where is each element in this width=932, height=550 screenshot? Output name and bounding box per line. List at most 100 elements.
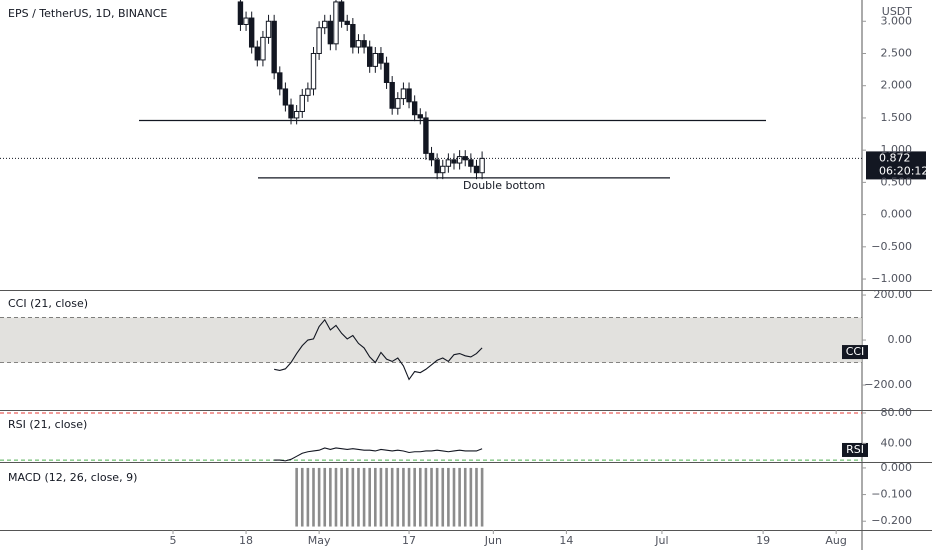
y-tick-label: 200.00	[874, 288, 913, 301]
histogram-bar	[306, 467, 310, 527]
candle-body	[445, 159, 452, 167]
histogram-bar	[480, 467, 484, 527]
x-tick-label: Jun	[484, 534, 502, 547]
pane-title: CCI (21, close)	[8, 297, 88, 310]
histogram-bar	[407, 467, 411, 527]
histogram-bar	[368, 467, 371, 527]
x-tick-label: 5	[170, 534, 177, 547]
y-tick-label: 0.000	[881, 208, 913, 221]
histogram-bar	[374, 467, 377, 527]
indicator-line	[274, 318, 483, 381]
y-tick-label: −0.500	[871, 240, 912, 253]
candle-body	[282, 88, 289, 106]
candle-body	[293, 110, 300, 119]
candle-body	[310, 52, 317, 90]
y-tick-label: 3.000	[881, 14, 913, 27]
candle-body	[417, 114, 423, 119]
histogram-bar	[295, 467, 298, 527]
candle-body	[456, 156, 463, 164]
axis-unit: USDT	[882, 5, 913, 18]
histogram-bar	[340, 467, 343, 527]
histogram-bar	[323, 467, 327, 527]
x-tick-label: Jul	[654, 534, 668, 547]
candle-body	[299, 94, 305, 112]
countdown: 06:20:12	[879, 164, 928, 177]
candle-body	[237, 1, 244, 25]
y-tick-label: 1.000	[881, 143, 913, 156]
histogram-bar	[312, 467, 315, 527]
y-tick-label: 0.00	[888, 333, 913, 346]
histogram-bar	[475, 467, 478, 527]
candle-body	[434, 159, 440, 174]
last-price-label: 0.872	[879, 151, 911, 164]
candle-body	[305, 88, 311, 96]
histogram-bar	[345, 467, 349, 527]
histogram-bar	[402, 467, 405, 527]
plot-area	[237, 0, 485, 180]
y-tick-label: 1.500	[881, 111, 913, 124]
candle-body	[372, 52, 379, 67]
candle-body	[355, 40, 362, 48]
pane-title: MACD (12, 26, close, 9)	[8, 471, 137, 484]
y-tick-label: −1.000	[871, 272, 912, 285]
candle-body	[243, 17, 249, 25]
candle-body	[288, 104, 294, 119]
candle-body	[248, 17, 255, 48]
candle-body	[411, 101, 418, 116]
histogram-bar	[351, 467, 355, 527]
band-fill	[0, 317, 862, 363]
x-tick-label: 17	[402, 534, 416, 547]
y-tick-label: 2.500	[881, 46, 913, 59]
candle-body	[389, 81, 395, 109]
annotation: Double bottom	[463, 179, 545, 192]
x-tick-label: 19	[756, 534, 770, 547]
y-tick-label: 40.00	[881, 436, 913, 449]
x-tick-label: 18	[239, 534, 253, 547]
candle-body	[423, 117, 429, 154]
candle-body	[338, 1, 345, 22]
histogram-bar	[447, 467, 450, 527]
candle-body	[383, 62, 390, 83]
histogram-bar	[435, 467, 439, 527]
histogram-bar	[329, 467, 332, 527]
pane-title: RSI (21, close)	[8, 418, 87, 431]
histogram-bar	[390, 467, 394, 527]
last-price-box	[866, 151, 926, 180]
candle-body	[479, 157, 485, 174]
histogram-bar	[418, 467, 422, 527]
candle-body	[265, 20, 272, 38]
y-tick-label: −0.100	[871, 488, 912, 501]
y-tick-label: 0.000	[881, 461, 913, 474]
y-tick-label: 2.000	[881, 79, 913, 92]
candle-body	[468, 159, 474, 167]
candle-body	[440, 165, 446, 174]
badge: CCI	[846, 345, 865, 358]
y-tick-label: −200.00	[864, 378, 912, 391]
candle-body	[451, 159, 457, 164]
histogram-bar	[300, 467, 304, 527]
candle-body	[260, 36, 266, 61]
histogram-bar	[424, 467, 428, 527]
histogram-bar	[452, 467, 456, 527]
candle-body	[277, 72, 283, 90]
candle-body	[344, 20, 350, 25]
badge-box	[842, 345, 868, 360]
candle-body	[428, 152, 435, 161]
histogram-bar	[458, 467, 461, 527]
histogram-bar	[396, 467, 400, 527]
candle-body	[361, 40, 367, 48]
candle-body	[316, 27, 322, 54]
candle-body	[406, 88, 412, 103]
histogram-bar	[379, 467, 383, 527]
y-tick-label: 80.00	[881, 406, 913, 419]
histogram-bar	[334, 467, 338, 527]
candle-body	[350, 23, 356, 48]
x-tick-label: 14	[559, 534, 573, 547]
x-tick-label: May	[308, 534, 331, 547]
histogram-bar	[317, 467, 321, 527]
candle-body	[400, 88, 407, 100]
y-tick-label: 0.500	[881, 175, 913, 188]
candle-body	[254, 46, 261, 61]
